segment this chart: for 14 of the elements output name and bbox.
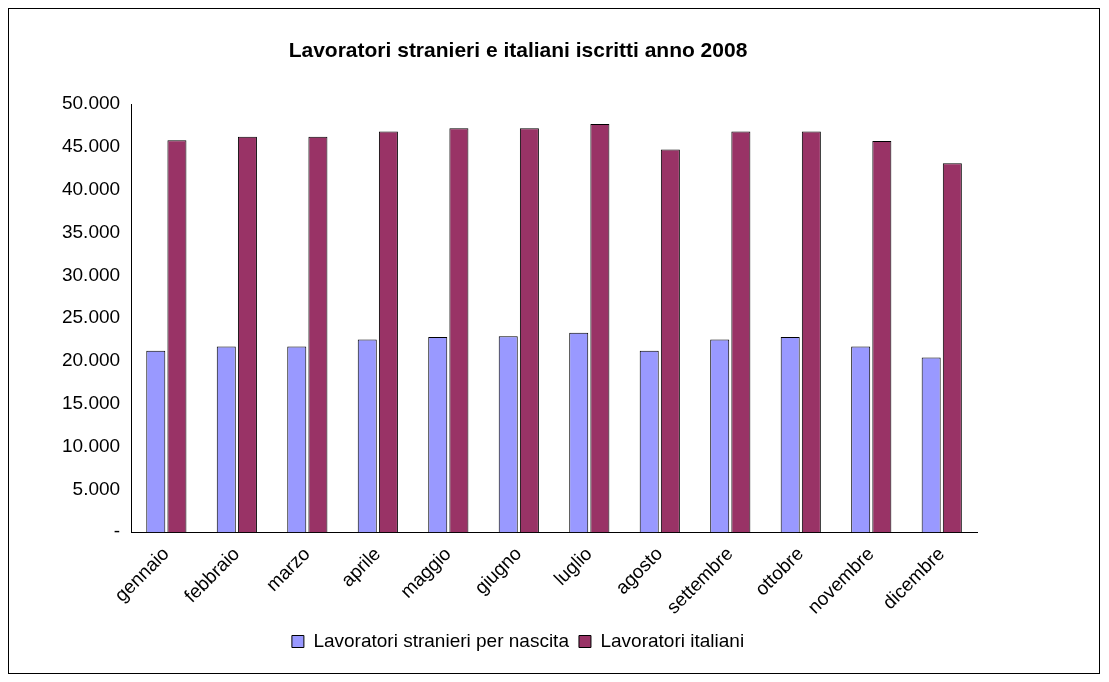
y-tick-label: 5.000 [72, 477, 121, 499]
y-tick-label: 50.000 [61, 92, 121, 114]
y-tick-label: 35.000 [61, 220, 121, 242]
y-tick-label: 25.000 [61, 306, 121, 328]
y-tick-label: 15.000 [61, 391, 121, 413]
y-tick-label: 10.000 [61, 434, 121, 456]
chart-title: Lavoratori stranieri e italiani iscritti anno 2008 [288, 38, 748, 62]
legend-label: Lavoratori stranieri per nascita [313, 629, 570, 651]
y-tick-label: 30.000 [61, 263, 121, 285]
y-tick-label: 20.000 [61, 349, 121, 371]
y-tick-label: 40.000 [61, 178, 121, 200]
y-tick-label: - [113, 520, 121, 542]
legend-label: Lavoratori italiani [600, 629, 745, 651]
y-tick-label: 45.000 [61, 135, 121, 157]
